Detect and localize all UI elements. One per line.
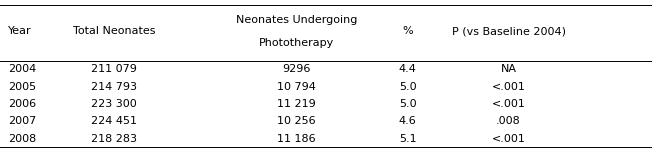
Text: 10 794: 10 794 <box>277 82 316 92</box>
Text: Total Neonates: Total Neonates <box>73 26 155 36</box>
Text: <.001: <.001 <box>492 134 526 144</box>
Text: 5.0: 5.0 <box>398 82 417 92</box>
Text: .008: .008 <box>496 116 521 126</box>
Text: NA: NA <box>501 64 516 74</box>
Text: 211 079: 211 079 <box>91 64 137 74</box>
Text: 2006: 2006 <box>8 99 36 109</box>
Text: 10 256: 10 256 <box>277 116 316 126</box>
Text: <.001: <.001 <box>492 82 526 92</box>
Text: 218 283: 218 283 <box>91 134 137 144</box>
Text: 4.4: 4.4 <box>398 64 417 74</box>
Text: 11 219: 11 219 <box>277 99 316 109</box>
Text: %: % <box>402 26 413 36</box>
Text: 9296: 9296 <box>282 64 311 74</box>
Text: P (vs Baseline 2004): P (vs Baseline 2004) <box>452 26 565 36</box>
Text: 2004: 2004 <box>8 64 36 74</box>
Text: Phototherapy: Phototherapy <box>259 38 334 48</box>
Text: Neonates Undergoing: Neonates Undergoing <box>236 15 357 25</box>
Text: 4.6: 4.6 <box>398 116 417 126</box>
Text: 2005: 2005 <box>8 82 36 92</box>
Text: 5.0: 5.0 <box>398 99 417 109</box>
Text: Year: Year <box>8 26 31 36</box>
Text: <.001: <.001 <box>492 99 526 109</box>
Text: 214 793: 214 793 <box>91 82 137 92</box>
Text: 5.1: 5.1 <box>398 134 417 144</box>
Text: 2008: 2008 <box>8 134 36 144</box>
Text: 11 186: 11 186 <box>277 134 316 144</box>
Text: 224 451: 224 451 <box>91 116 137 126</box>
Text: 223 300: 223 300 <box>91 99 137 109</box>
Text: 2007: 2007 <box>8 116 36 126</box>
